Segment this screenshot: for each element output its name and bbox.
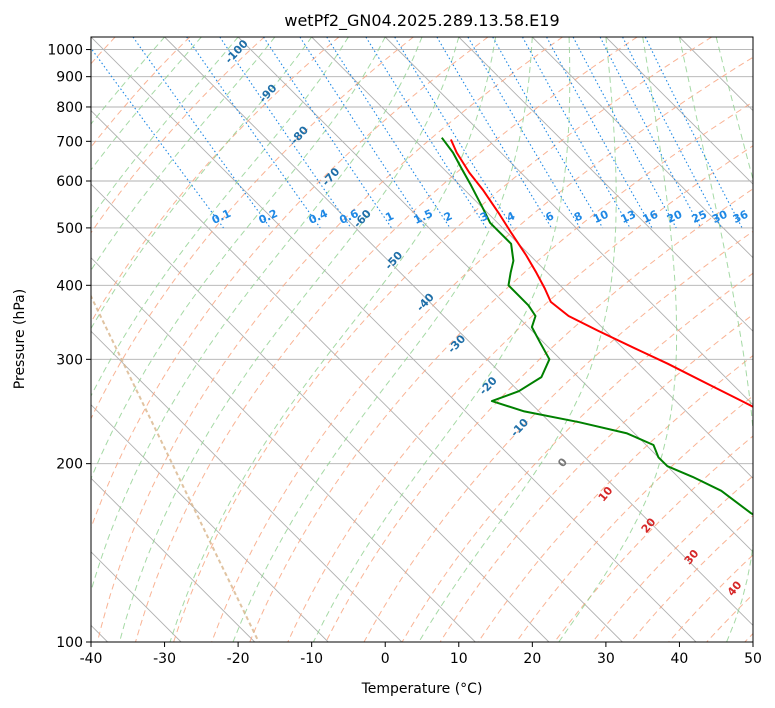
- x-tick-label: -30: [153, 651, 176, 667]
- x-tick-label: 50: [744, 651, 762, 667]
- isotherm-line: [91, 330, 403, 642]
- mixing-ratio-line: [394, 37, 514, 229]
- x-axis: -40 -30 -20 -10 0 10 20 30 40 50: [80, 642, 762, 667]
- dry-adiabat-line: [211, 56, 753, 642]
- mixing-ratio-label: 36: [731, 208, 751, 226]
- dry-adiabat-line: [515, 395, 753, 642]
- moist-adiabat-line: [418, 37, 617, 642]
- mixing-ratio-line: [467, 37, 581, 229]
- dry-adiabat-line: [249, 101, 753, 642]
- dry-adiabat-line: [135, 37, 638, 642]
- moist-adiabat-line: [312, 37, 571, 642]
- x-tick-label: -20: [227, 651, 250, 667]
- y-tick-label: 800: [56, 100, 83, 116]
- mixing-ratio-label: 10: [591, 208, 611, 226]
- moist-adiabat-line: [558, 37, 678, 642]
- isotherm-line: [164, 37, 753, 627]
- y-axis: 100 200 300 400 500 600 700 800 900 1000: [47, 43, 91, 651]
- mixing-ratio-line: [546, 37, 653, 229]
- dry-adiabat-line: [173, 37, 713, 642]
- mixing-ratio-label: 16: [641, 208, 661, 226]
- moist-adiabat-line: [232, 37, 533, 642]
- mixing-ratio-line: [572, 37, 677, 229]
- mixing-ratio-line: [522, 37, 631, 229]
- dry-adiabat-line: [630, 514, 753, 642]
- mixing-ratio-label: 20: [665, 208, 685, 226]
- mixing-ratio-line: [186, 37, 321, 229]
- x-axis-label: Temperature (°C): [361, 681, 483, 697]
- plot-frame: [90, 36, 754, 643]
- isotherm-line: [237, 37, 753, 553]
- mixing-ratio-line: [492, 37, 604, 229]
- moist-adiabat-line: [91, 37, 423, 593]
- y-tick-label: 400: [56, 278, 83, 294]
- isotherm-line: [605, 37, 753, 185]
- moist-adiabat-line: [91, 37, 202, 171]
- y-tick-label: 100: [56, 635, 83, 651]
- moist-adiabat-line: [91, 37, 349, 398]
- isotherm-line: [384, 37, 753, 406]
- isotherm-line: [531, 37, 753, 259]
- moist-adiabat-line: [678, 37, 753, 642]
- dewpoint-line: [441, 137, 753, 516]
- dry-adiabat-line: [91, 37, 414, 420]
- mixing-ratio-line: [326, 37, 451, 229]
- x-tick-label: 0: [381, 651, 390, 667]
- y-tick-label: 500: [56, 221, 83, 237]
- chart-title: wetPf2_GN04.2025.289.13.58.E19: [284, 11, 559, 31]
- x-tick-label: -10: [300, 651, 323, 667]
- moist-adiabat-line: [91, 37, 239, 219]
- mixing-ratio-line: [436, 37, 552, 229]
- moist-adiabat-line: [715, 37, 753, 182]
- isotherm-line: [91, 257, 476, 642]
- y-axis-label: Pressure (hPa): [12, 289, 28, 389]
- dry-adiabat-line: [592, 475, 753, 642]
- guide-curve-line: [91, 294, 260, 642]
- isotherm-line: [91, 183, 550, 642]
- dry-adiabat-line: [477, 354, 753, 642]
- y-tick-label: 600: [56, 174, 83, 190]
- mixing-ratio-label: 25: [690, 208, 709, 226]
- x-tick-label: 30: [597, 651, 615, 667]
- y-tick-label: 700: [56, 134, 83, 150]
- y-tick-label: 300: [56, 352, 83, 368]
- background-lines: [91, 37, 753, 642]
- isotherm-line: [91, 404, 329, 642]
- x-tick-label: 40: [671, 651, 689, 667]
- dry-adiabat-line: [325, 188, 753, 642]
- dry-adiabat-line: [287, 145, 753, 642]
- y-tick-label: 900: [56, 70, 83, 86]
- y-tick-label: 1000: [47, 43, 83, 59]
- isotherm-line: [458, 37, 753, 332]
- moist-adiabat-line: [91, 37, 276, 272]
- profile-lines: [441, 137, 753, 516]
- dry-adiabat-line: [91, 37, 265, 234]
- plot-area: [91, 37, 753, 642]
- y-tick-label: 200: [56, 457, 83, 473]
- mixing-ratio-line: [132, 37, 271, 229]
- x-tick-label: -40: [80, 651, 103, 667]
- mixing-ratio-label: 13: [619, 208, 638, 226]
- temperature-line: [449, 139, 753, 408]
- moist-adiabat-line: [119, 37, 460, 642]
- mixing-ratio-line: [365, 37, 487, 229]
- x-tick-label: 20: [523, 651, 541, 667]
- mixing-ratio-label: 30: [710, 208, 730, 226]
- mixing-ratio-line: [219, 37, 352, 229]
- dry-adiabat-line: [401, 272, 753, 642]
- moist-adiabat-line: [91, 37, 386, 480]
- isotherm-line: [91, 37, 697, 642]
- isotherm-line: [91, 109, 623, 642]
- dry-adiabat-line: [96, 37, 563, 642]
- x-tick-label: 10: [450, 651, 468, 667]
